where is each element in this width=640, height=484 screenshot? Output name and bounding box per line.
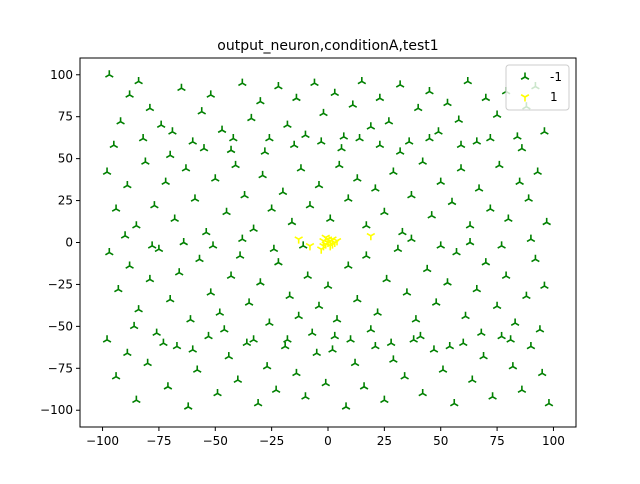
legend-label-0: -1 (550, 70, 562, 84)
x-tick-label-2: −50 (203, 434, 228, 448)
legend-label-1: 1 (550, 90, 558, 104)
y-tick-label-8: 100 (50, 68, 73, 82)
y-tick-label-1: −75 (48, 361, 73, 375)
x-tick-label-5: 25 (377, 434, 392, 448)
y-tick-label-0: −100 (40, 403, 73, 417)
x-tick-label-4: 0 (324, 434, 332, 448)
y-tick-label-4: 0 (65, 236, 73, 250)
x-tick-label-6: 50 (433, 434, 448, 448)
x-tick-label-7: 75 (489, 434, 504, 448)
y-tick-label-5: 25 (58, 194, 73, 208)
x-tick-label-3: −25 (259, 434, 284, 448)
x-tick-label-8: 100 (542, 434, 565, 448)
y-tick-label-2: −50 (48, 319, 73, 333)
x-tick-label-0: −100 (86, 434, 119, 448)
chart-title: output_neuron,conditionA,test1 (217, 38, 438, 54)
y-tick-label-7: 75 (58, 110, 73, 124)
x-tick-label-1: −75 (146, 434, 171, 448)
y-tick-label-3: −25 (48, 277, 73, 291)
legend: -11 (506, 65, 569, 110)
y-tick-label-6: 50 (58, 152, 73, 166)
